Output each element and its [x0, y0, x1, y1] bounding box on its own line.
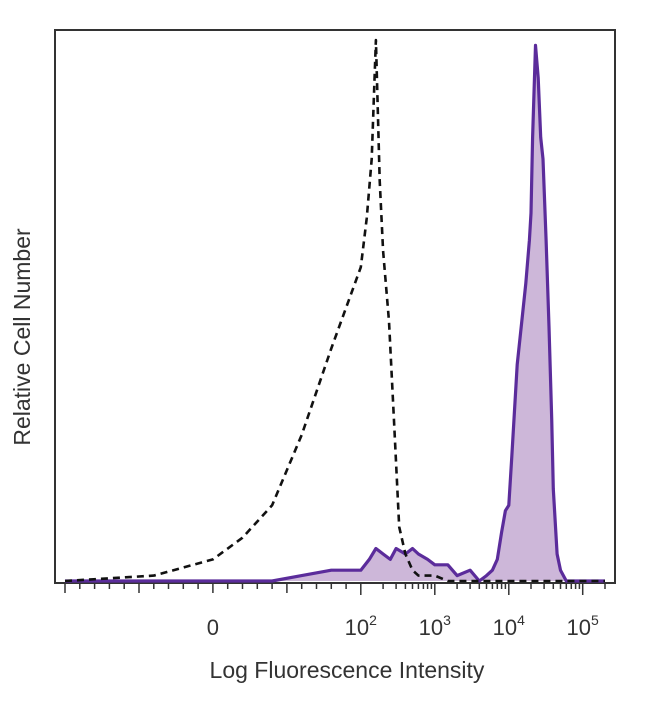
- series-layer: [64, 38, 605, 583]
- x-tick-label-exponent: 2: [369, 612, 377, 628]
- x-tick-label: 102: [345, 612, 377, 640]
- series-1-line: [64, 38, 605, 583]
- x-tick-label-base: 0: [207, 615, 219, 640]
- x-axis-title: Log Fluorescence Intensity: [210, 657, 485, 683]
- x-axis: [64, 583, 606, 595]
- x-tick-label-exponent: 3: [443, 612, 451, 628]
- x-tick-label-base: 10: [419, 615, 443, 640]
- x-tick-label-exponent: 5: [591, 612, 599, 628]
- y-axis-title: Relative Cell Number: [9, 228, 35, 446]
- x-tick-label: 105: [567, 612, 599, 640]
- x-tick-label: 104: [493, 612, 525, 640]
- x-tick-label-base: 10: [567, 615, 591, 640]
- x-tick-label-base: 10: [493, 615, 517, 640]
- series-2-area: [65, 45, 605, 581]
- series-2-line: [65, 43, 605, 583]
- x-tick-labels: 0 102 103 104 105: [207, 612, 599, 640]
- x-tick-label: 0: [207, 615, 219, 640]
- x-tick-label-exponent: 4: [517, 612, 525, 628]
- x-tick-label: 103: [419, 612, 451, 640]
- x-tick-label-base: 10: [345, 615, 369, 640]
